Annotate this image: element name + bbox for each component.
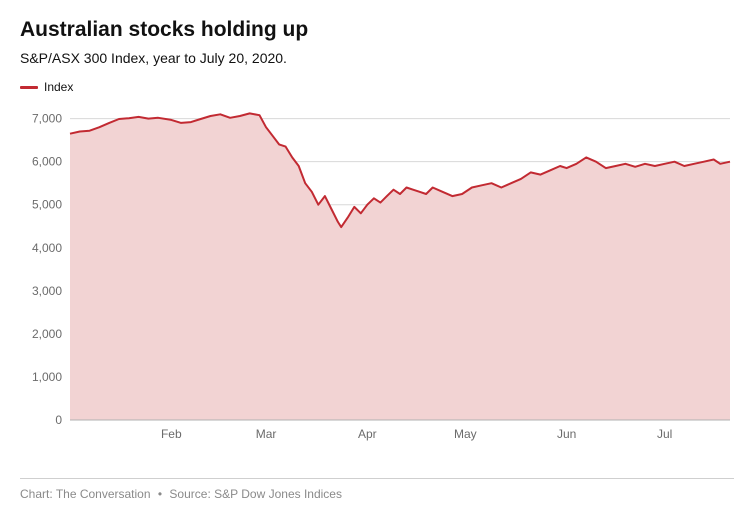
- y-tick-label: 1,000: [32, 370, 62, 384]
- series-area: [70, 113, 730, 420]
- x-tick-label: May: [454, 427, 477, 441]
- y-tick-label: 4,000: [32, 241, 62, 255]
- footer-chart-source: The Conversation: [56, 487, 151, 501]
- chart-title: Australian stocks holding up: [20, 18, 734, 42]
- legend: Index: [20, 80, 734, 94]
- y-tick-label: 6,000: [32, 155, 62, 169]
- footer-chart-prefix: Chart:: [20, 487, 53, 501]
- x-tick-label: Apr: [358, 427, 377, 441]
- chart-footer: Chart: The Conversation • Source: S&P Do…: [20, 478, 734, 501]
- footer-source-name: S&P Dow Jones Indices: [214, 487, 342, 501]
- x-tick-label: Jun: [557, 427, 576, 441]
- y-tick-label: 3,000: [32, 284, 62, 298]
- legend-swatch: [20, 86, 38, 89]
- footer-separator: •: [158, 487, 162, 501]
- x-tick-label: Jul: [657, 427, 672, 441]
- x-tick-label: Mar: [256, 427, 277, 441]
- footer-source-prefix: Source:: [169, 487, 210, 501]
- y-tick-label: 2,000: [32, 327, 62, 341]
- chart-area: 0 1,000 2,000 3,000 4,000 5,000 6,000 7,000 Feb…: [20, 100, 734, 460]
- x-axis-ticks: Feb Mar Apr May Jun Jul: [161, 427, 672, 441]
- legend-label: Index: [44, 80, 73, 94]
- x-tick-label: Feb: [161, 427, 182, 441]
- chart-svg: 0 1,000 2,000 3,000 4,000 5,000 6,000 7,000 Feb…: [20, 100, 734, 460]
- y-tick-label: 5,000: [32, 198, 62, 212]
- y-tick-label: 7,000: [32, 112, 62, 126]
- chart-subtitle: S&P/ASX 300 Index, year to July 20, 2020…: [20, 50, 734, 66]
- y-tick-label: 0: [55, 413, 62, 427]
- y-axis-ticks: 0 1,000 2,000 3,000 4,000 5,000 6,000 7,000: [32, 112, 62, 427]
